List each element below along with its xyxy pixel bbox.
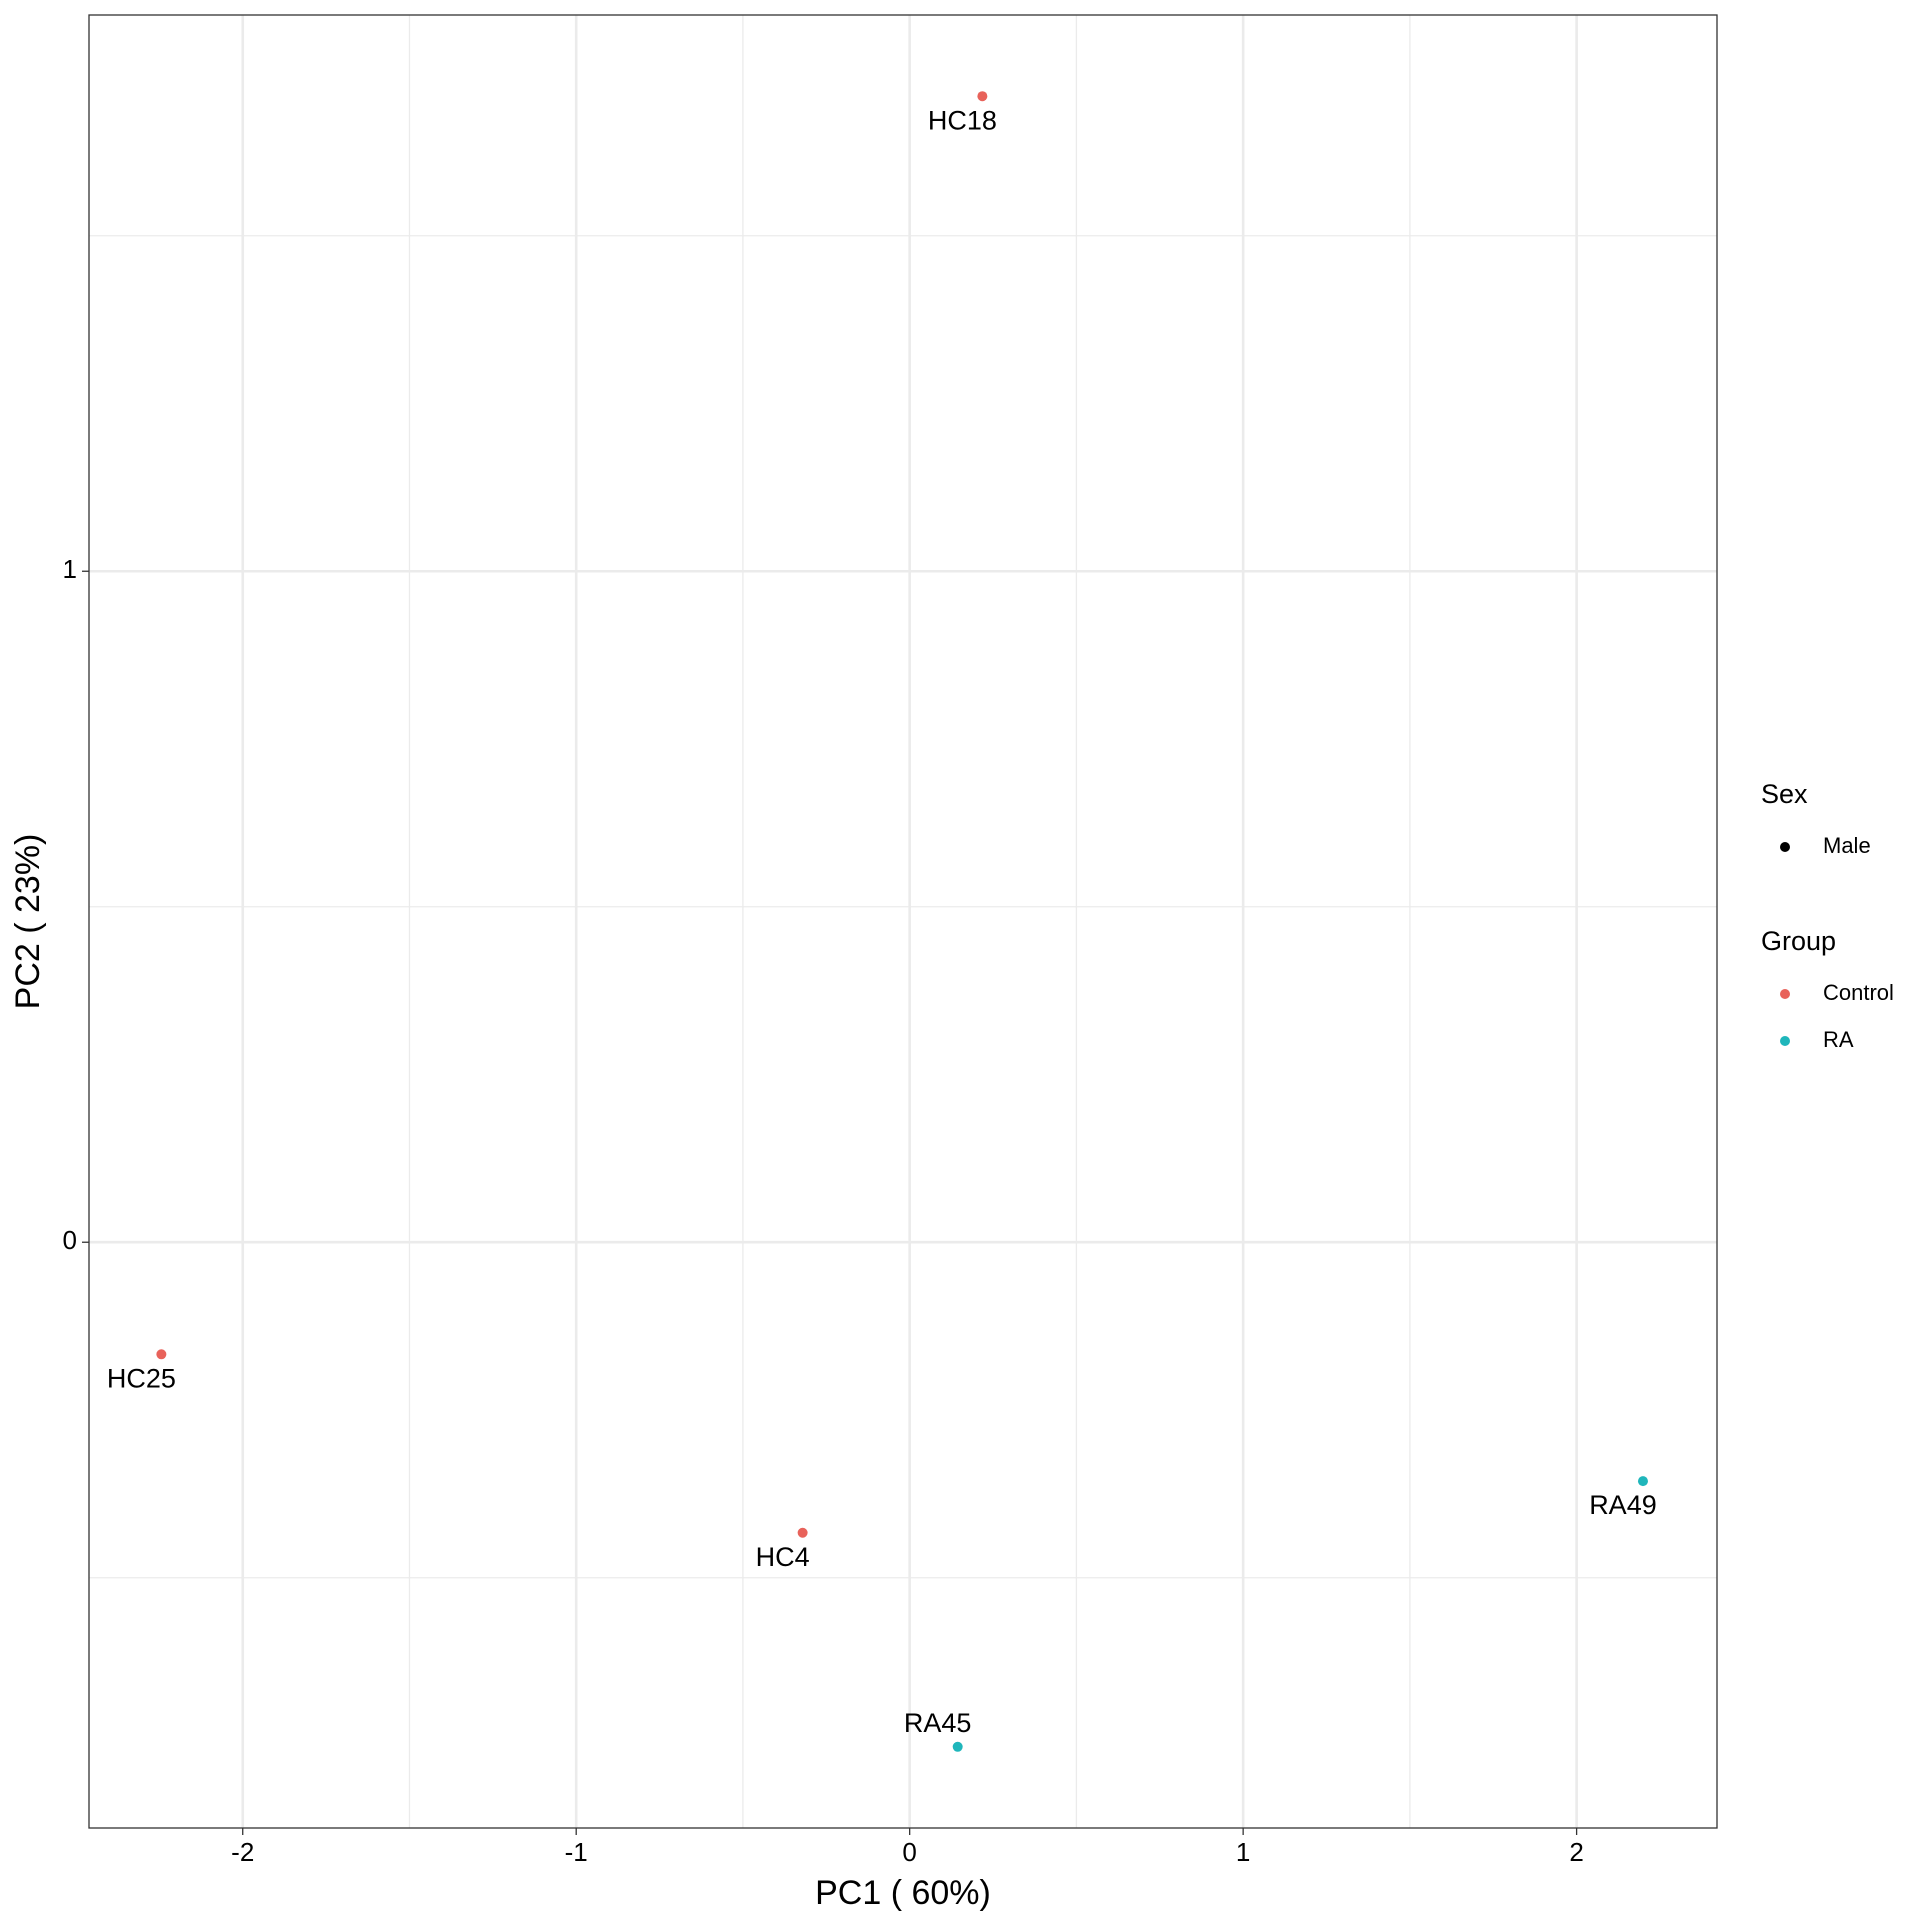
point (797, 1527, 808, 1538)
x-tick-label: 2 (1569, 1837, 1583, 1867)
y-axis-title: PC2 ( 23%) (9, 834, 47, 1010)
point (952, 1741, 963, 1752)
point-label: RA49 (1589, 1490, 1657, 1520)
x-tick-label: -2 (231, 1837, 254, 1867)
x-axis-title: PC1 ( 60%) (815, 1874, 991, 1912)
legend-key (1780, 989, 1790, 999)
point (977, 91, 988, 102)
legend-label: Control (1823, 980, 1894, 1005)
x-tick-label: 0 (902, 1837, 916, 1867)
legend-key (1780, 842, 1790, 852)
point (1637, 1476, 1648, 1487)
y-tick-label: 1 (63, 554, 77, 584)
point-label: HC4 (756, 1542, 810, 1572)
point-label: RA45 (904, 1708, 972, 1738)
x-tick-label: 1 (1236, 1837, 1250, 1867)
legend-label: RA (1823, 1027, 1854, 1052)
x-tick-label: -1 (565, 1837, 588, 1867)
legend-key (1780, 1036, 1790, 1046)
panel-border (88, 14, 1718, 1829)
legend-label: Male (1823, 833, 1871, 858)
legend-title: Group (1761, 926, 1836, 956)
legend-title: Sex (1761, 779, 1808, 809)
y-tick-label: 0 (63, 1225, 77, 1255)
point (156, 1349, 167, 1360)
point-label: HC25 (107, 1363, 176, 1393)
point-label: HC18 (928, 105, 997, 135)
